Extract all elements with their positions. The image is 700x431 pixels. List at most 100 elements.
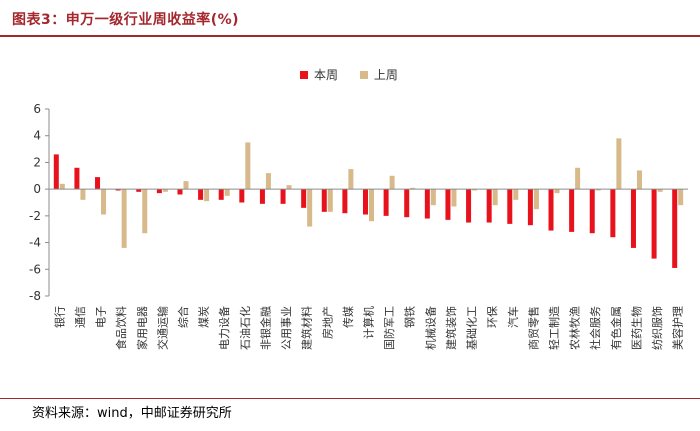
y-tick-label: -6 — [29, 262, 41, 276]
bar-current — [507, 189, 513, 224]
x-tick-label: 有色金属 — [609, 306, 623, 350]
bar-current — [445, 189, 451, 220]
y-tick-label: 0 — [33, 182, 41, 196]
x-tick-label: 家用电器 — [135, 306, 149, 350]
bar-previous — [121, 189, 127, 248]
bar-previous — [595, 189, 601, 191]
x-tick-label: 电子 — [95, 306, 108, 328]
bar-previous — [80, 189, 86, 200]
bar-current — [651, 189, 657, 259]
bar-previous — [678, 189, 684, 206]
x-tick-label: 机械设备 — [423, 306, 437, 350]
bar-previous — [348, 169, 354, 190]
bar-current — [218, 189, 224, 200]
bar-current — [301, 189, 307, 208]
legend-swatch-previous — [359, 70, 368, 79]
y-tick-label: -8 — [29, 289, 41, 303]
bar-current — [342, 189, 348, 214]
bar-previous — [307, 189, 313, 227]
bar-current — [239, 189, 245, 203]
x-tick-label: 综合 — [176, 306, 190, 328]
bar-current — [672, 189, 678, 268]
bar-current — [321, 189, 327, 212]
x-tick-label: 建筑装饰 — [444, 306, 458, 350]
bar-current — [280, 189, 286, 204]
bar-previous — [533, 189, 539, 210]
bar-previous — [286, 185, 292, 190]
x-tick-label: 汽车 — [506, 306, 520, 328]
x-tick-label: 银行 — [52, 306, 66, 328]
bar-current — [589, 189, 595, 234]
bar-previous — [389, 175, 395, 190]
legend-label-previous: 上周 — [373, 68, 398, 82]
bar-current — [115, 189, 121, 191]
x-tick-label: 国防军工 — [382, 306, 396, 350]
bar-current — [95, 177, 101, 190]
chart-header: 图表3：申万一级行业周收益率(%) — [0, 0, 700, 37]
bar-previous — [513, 189, 519, 200]
x-tick-label: 基础化工 — [465, 306, 479, 350]
y-tick-label: 2 — [33, 155, 41, 169]
x-tick-label: 纺织服饰 — [650, 306, 664, 350]
x-tick-label: 公用事业 — [280, 306, 293, 350]
source-note: 资料来源：wind，中邮证券研究所 — [32, 406, 232, 421]
bar-previous — [183, 181, 189, 190]
x-tick-label: 煤炭 — [198, 306, 211, 328]
y-tick-label: 6 — [33, 102, 41, 116]
footer-divider — [0, 398, 700, 399]
chart-title: 图表3：申万一级行业周收益率(%) — [12, 12, 240, 28]
legend-swatch-current — [300, 70, 308, 79]
x-tick-label: 石油石化 — [238, 306, 252, 350]
bar-current — [610, 189, 616, 238]
bar-current — [527, 189, 533, 226]
legend-item-previous: 上周 — [359, 66, 398, 83]
x-tick-label: 美容护理 — [671, 306, 685, 350]
bar-current — [363, 189, 368, 215]
x-tick-label: 传媒 — [342, 306, 355, 328]
y-tick-label: -2 — [29, 209, 41, 223]
bar-current — [259, 189, 265, 204]
chart-legend: 本周 上周 — [300, 66, 416, 83]
x-tick-label: 商贸零售 — [526, 306, 540, 350]
bar-previous — [204, 189, 210, 202]
x-tick-label: 电力设备 — [217, 306, 231, 350]
bar-previous — [472, 189, 478, 191]
bar-chart: 6 4 2 0 -2 -4 -6 -8 银行 通信 电子 食品饮料 家用电器 交通运输 综合 煤炭 电力设备 石油… — [29, 102, 688, 350]
bar-previous — [162, 189, 168, 192]
bar-current — [404, 189, 410, 218]
legend-label-current: 本周 — [314, 68, 339, 82]
bar-previous — [492, 189, 498, 206]
bar-previous — [575, 167, 581, 190]
x-tick-label: 房地产 — [320, 306, 334, 339]
x-tick-label: 社会服务 — [588, 306, 602, 350]
bar-current — [486, 189, 492, 223]
bar-current — [630, 189, 636, 248]
bar-previous — [369, 189, 374, 222]
x-tick-label: 食品饮料 — [114, 306, 128, 350]
x-tick-label: 医药生物 — [629, 306, 643, 350]
bar-current — [156, 189, 162, 194]
bar-current — [74, 167, 80, 190]
bar-previous — [451, 189, 457, 207]
bar-current — [198, 189, 204, 200]
bar-previous — [410, 187, 416, 190]
legend-item-current: 本周 — [300, 66, 338, 83]
bar-previous — [101, 189, 107, 215]
bar-previous — [554, 189, 560, 194]
bar-current — [383, 189, 389, 216]
bar-current — [177, 189, 183, 195]
bar-previous — [327, 189, 333, 212]
x-tick-label: 计算机 — [362, 306, 376, 339]
bar-previous — [430, 189, 436, 206]
y-tick-label: -4 — [29, 236, 41, 250]
x-tick-label: 环保 — [485, 306, 499, 328]
bar-current — [466, 189, 472, 223]
bar-previous — [59, 183, 65, 190]
x-tick-label: 通信 — [74, 306, 87, 328]
bar-previous — [142, 189, 148, 234]
x-tick-label: 钢铁 — [404, 306, 417, 328]
bar-previous — [636, 170, 642, 190]
x-tick-label: 轻工制造 — [547, 306, 561, 350]
bar-previous — [265, 173, 271, 190]
bar-current — [136, 189, 142, 192]
